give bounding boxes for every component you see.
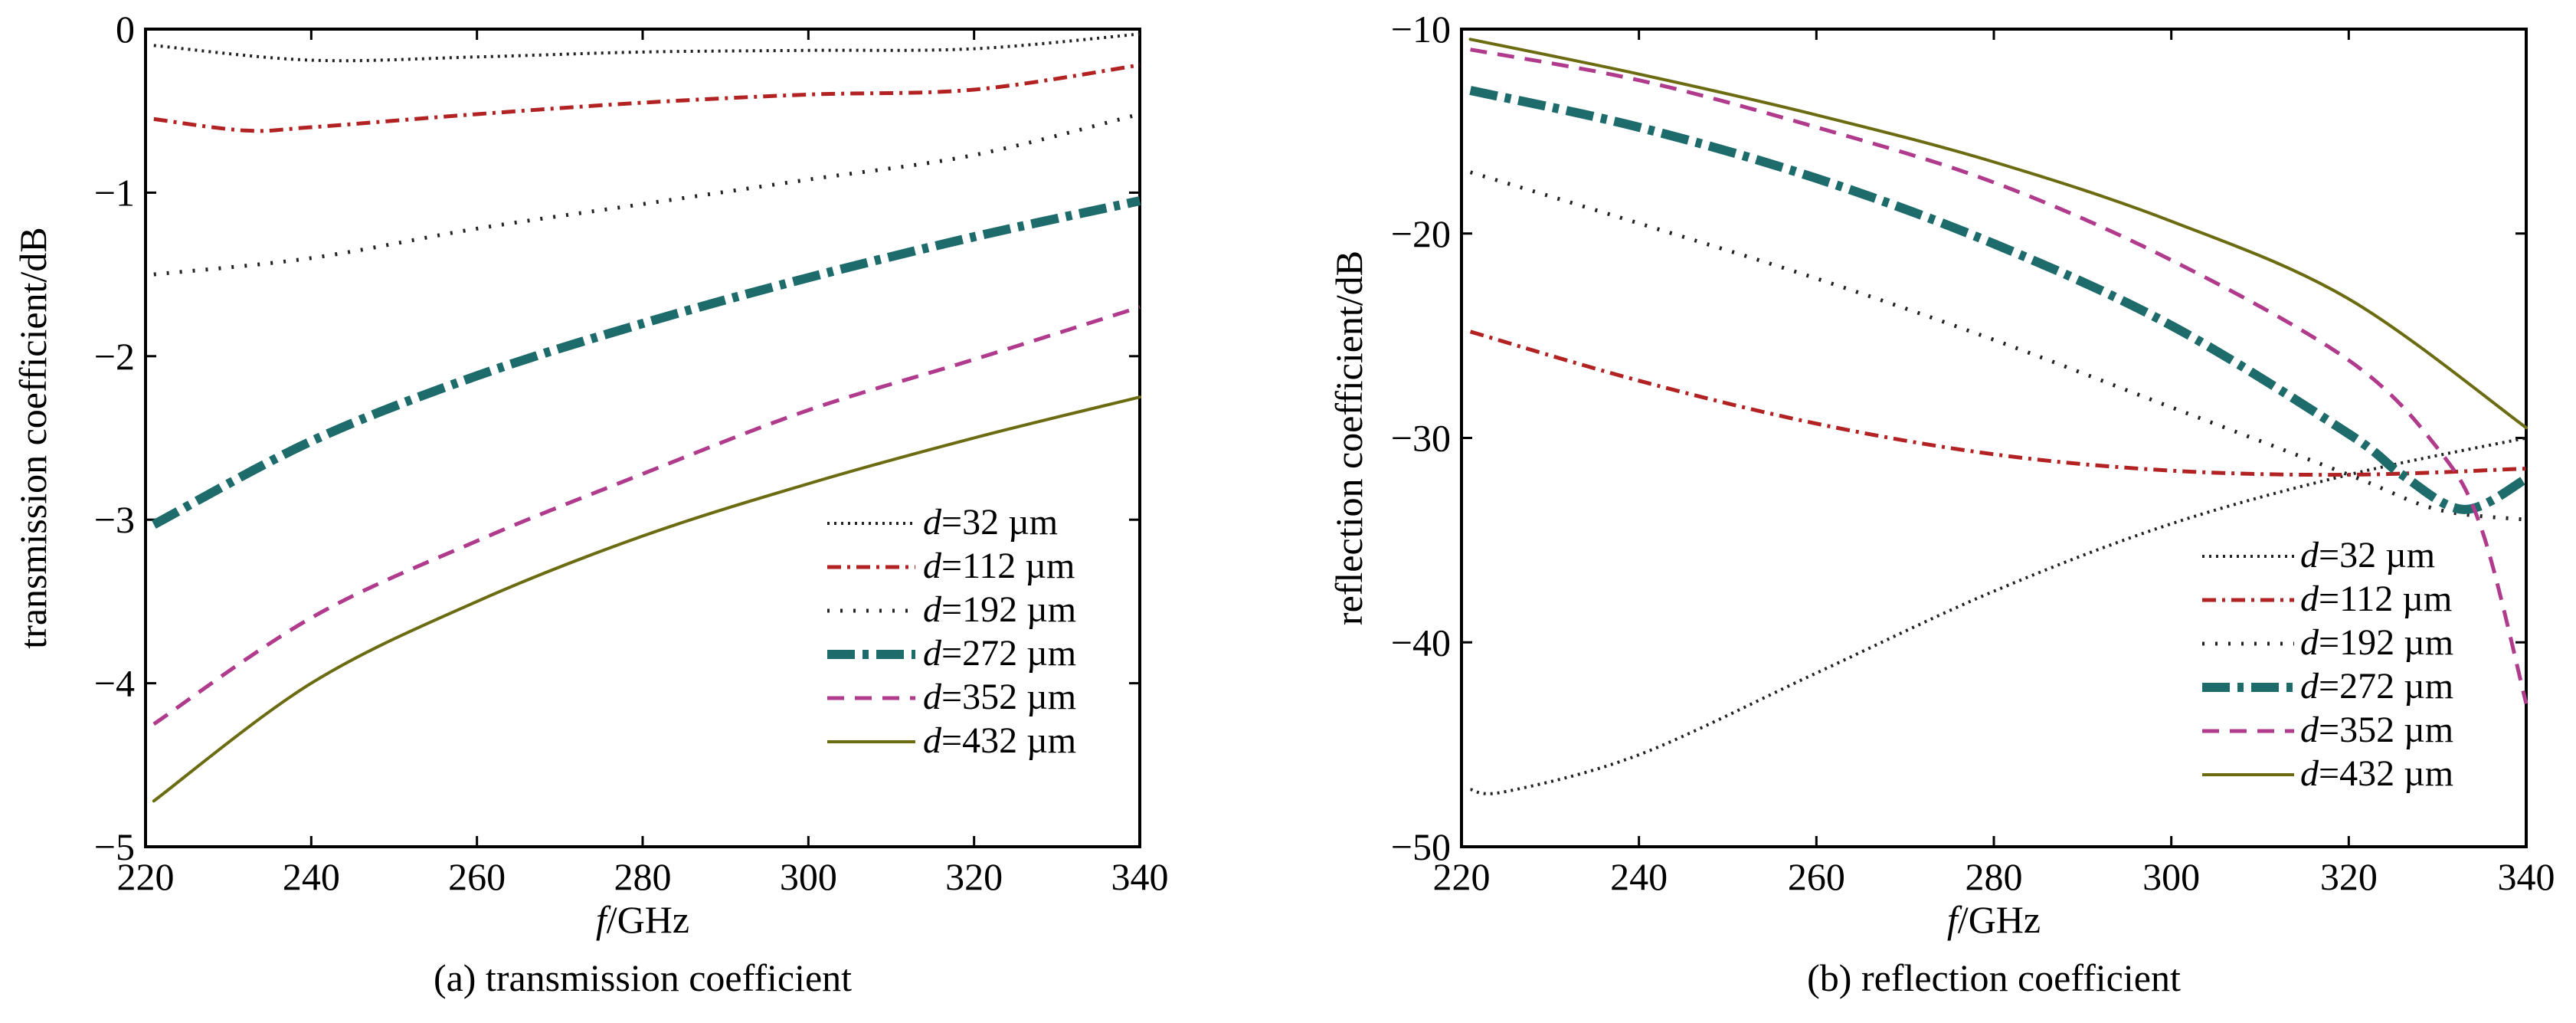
chart-panel-b: 220 240 260 280 300 320 340 −10 −20 −30 −40 −50 d=32… <box>1327 8 2555 999</box>
x-tick-label: 340 <box>2498 855 2555 898</box>
legend-label: d=192 µm <box>923 589 1076 630</box>
x-tick-label: 300 <box>780 855 837 898</box>
y-tick-label: −30 <box>1391 417 1451 460</box>
series-line-d112 <box>153 63 1141 133</box>
x-tick-label: 260 <box>448 855 506 898</box>
y-tick-label: −1 <box>94 171 135 214</box>
series-line-d192 <box>153 112 1141 277</box>
series-line-d192 <box>1469 170 2527 522</box>
x-tick-label: 300 <box>2142 855 2200 898</box>
panel-caption: (a) transmission coefficient <box>434 956 852 999</box>
x-tick-label: 260 <box>1788 855 1845 898</box>
legend-label: d=352 µm <box>2300 710 2453 750</box>
x-tick-label: 220 <box>117 855 175 898</box>
x-tick-label: 240 <box>283 855 340 898</box>
legend-label: d=192 µm <box>2300 622 2453 663</box>
x-tick-label: 320 <box>945 855 1003 898</box>
x-tick-label: 240 <box>1610 855 1668 898</box>
series-line-d272 <box>1469 86 2529 514</box>
y-tick-label: 0 <box>116 8 135 51</box>
y-tick-label: −20 <box>1391 212 1451 255</box>
series-line-d272 <box>152 196 1141 529</box>
series-line-d352 <box>1470 48 2529 704</box>
x-tick-label: 320 <box>2320 855 2378 898</box>
legend-label: d=112 µm <box>2300 579 2452 619</box>
x-axis-label: f/GHz <box>1947 898 2041 941</box>
x-tick-label: 340 <box>1111 855 1169 898</box>
y-axis-label: transmission coefficient/dB <box>11 227 54 648</box>
y-tick-label: −4 <box>94 662 135 705</box>
y-tick-label: −50 <box>1391 825 1451 868</box>
x-tick-label: 280 <box>614 855 672 898</box>
legend-label: d=32 µm <box>2300 535 2435 575</box>
x-tick-label: 220 <box>1433 855 1491 898</box>
y-tick-label: −5 <box>94 825 135 868</box>
y-axis-label: reflection coefficient/dB <box>1327 251 1370 625</box>
x-tick-label: 280 <box>1966 855 2023 898</box>
legend-label: d=112 µm <box>923 546 1075 586</box>
legend-label: d=352 µm <box>923 677 1076 717</box>
legend-label: d=272 µm <box>2300 666 2453 707</box>
y-tick-label: −10 <box>1391 8 1451 51</box>
series-line-d32 <box>153 32 1141 63</box>
legend-label: d=272 µm <box>923 633 1076 674</box>
panel-caption: (b) reflection coefficient <box>1807 956 2181 999</box>
y-tick-label: −3 <box>94 498 135 541</box>
series-line-d112 <box>1469 330 2527 477</box>
legend-label: d=432 µm <box>2300 753 2453 794</box>
series-line-d432 <box>152 395 1141 803</box>
legend-label: d=432 µm <box>923 720 1076 761</box>
y-tick-label: −2 <box>94 335 135 378</box>
y-tick-label: −40 <box>1391 621 1451 664</box>
series-line-d432 <box>1468 38 2528 430</box>
x-axis-label: f/GHz <box>596 898 689 941</box>
legend-label: d=32 µm <box>923 502 1058 543</box>
